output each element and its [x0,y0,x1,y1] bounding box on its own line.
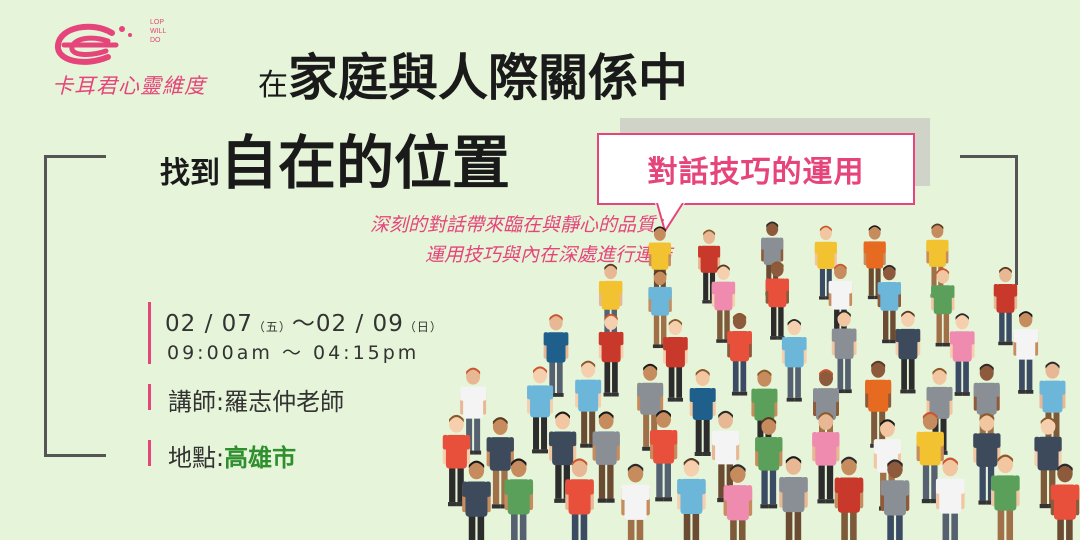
crowd-person [621,463,650,540]
speech-bubble: 對話技巧的運用 [597,133,915,205]
crowd-person [895,310,921,394]
bubble-text: 對話技巧的運用 [647,155,865,190]
crowd-person [931,268,955,347]
crowd-person [1013,311,1039,394]
crowd-person [598,263,623,343]
crowd-person [916,411,944,504]
event-location: 地點:高雄市 [168,444,297,472]
crowd-person [755,417,783,509]
crowd-person [880,459,910,540]
crowd-person [812,412,840,504]
event-time: 09:00am ～ 04:15pm [167,342,420,364]
crowd-illustration [442,221,1080,540]
crowd-person [649,410,678,502]
location-bar [148,440,151,466]
brand-logo [55,23,132,65]
crowd-person [637,363,664,451]
brand-name: 卡耳君心靈維度 [52,74,206,98]
crowd-person [1050,463,1080,540]
brand-tagline: LOP WILL DO [150,19,167,44]
crowd-person [834,456,864,540]
crowd-person [727,312,752,396]
crowd-person [527,366,554,454]
crowd-person [1039,361,1066,449]
crowd-person [993,266,1018,346]
event-date-range: 02 / 07（五）～02 / 09（日） [165,311,443,337]
lecturer-bar [148,384,151,410]
crowd-person [831,310,857,394]
crowd-person [592,411,620,503]
crowd-person [598,313,624,397]
crowd-person [648,269,672,349]
crowd-person [663,318,688,402]
title-line-2: 找到自在的位置 [160,129,511,197]
crowd-person [565,458,594,540]
crowd-person [723,464,753,540]
crowd-person [935,457,965,540]
crowd-person [711,264,736,343]
crowd-person [779,456,808,540]
crowd-person [442,414,471,507]
crowd-person [991,454,1020,540]
description-line-1: 深刻的對話帶來臨在與靜心的品質； [369,214,674,236]
crowd-person [462,460,491,540]
crowd-person [781,318,807,402]
description-line-2: 運用技巧與內在深處進行連結 [424,244,672,266]
date-bar [148,302,151,364]
right-bracket-frame [960,155,1018,285]
crowd-person [711,410,740,503]
crowd-person [575,360,602,448]
crowd-person [689,368,716,456]
event-lecturer: 講師:羅志仲老師 [168,388,345,416]
crowd-person [460,367,487,455]
crowd-person [543,314,569,397]
crowd-person [677,457,706,540]
crowd-person [949,313,975,396]
left-bracket-frame [44,155,106,457]
crowd-person [765,261,790,340]
crowd-person [504,458,534,540]
crowd-person [877,264,902,344]
title-line-1: 在家庭與人際關係中 [258,49,688,107]
